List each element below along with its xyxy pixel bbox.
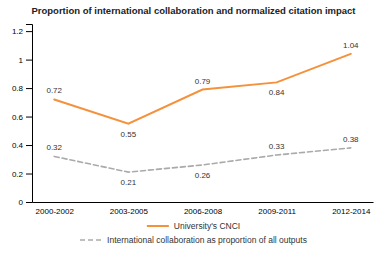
legend-label: University's CNCI — [174, 221, 240, 231]
legend: University's CNCI International collabora… — [80, 221, 307, 245]
legend-label: International collaboration as proportio… — [107, 235, 307, 245]
title: Proportion of international collaboratio… — [31, 5, 356, 16]
tick: 2003-2005 — [110, 207, 149, 216]
tick: 0 — [19, 198, 32, 207]
series-line — [54, 148, 351, 172]
data-label: 0.33 — [269, 142, 285, 151]
tick: 2000-2002 — [36, 207, 75, 216]
tick-mark — [26, 88, 32, 89]
tick-label: 2003-2005 — [110, 207, 149, 216]
tick-label: 0 — [19, 198, 24, 207]
tick: 2006-2008 — [184, 207, 223, 216]
tick-mark — [26, 117, 32, 118]
tick-label: 0.8 — [12, 84, 24, 93]
data-label: 0.26 — [195, 171, 211, 180]
tick-label: 2000-2002 — [36, 207, 75, 216]
tick: 0.6 — [12, 113, 32, 122]
tick-label: 0.4 — [12, 141, 24, 150]
data-label: 0.79 — [195, 77, 211, 86]
legend-item: University's CNCI — [147, 221, 240, 231]
tick: 0.2 — [12, 170, 32, 179]
tick: 0.4 — [12, 141, 32, 150]
tick-mark — [26, 60, 32, 61]
y-axis: 0 0.2 0.4 0.6 0.8 1 1.2 — [12, 25, 33, 208]
tick: 2012-2014 — [332, 207, 371, 216]
x-axis: 2000-2002 2003-2005 2006-2008 2009-2011 2012… — [33, 203, 374, 216]
tick-label: 2009-2011 — [258, 207, 296, 216]
tick-mark — [26, 174, 32, 175]
axis-line — [33, 202, 374, 203]
tick-label: 0.2 — [12, 170, 24, 179]
tick: 2009-2011 — [258, 207, 296, 216]
tick: 0.8 — [12, 84, 32, 93]
legend-item: International collaboration as proportio… — [80, 235, 307, 245]
axis-line — [26, 25, 33, 203]
series-line — [54, 54, 351, 124]
background — [0, 0, 387, 256]
tick-label: 2006-2008 — [184, 207, 223, 216]
tick: 1.2 — [12, 27, 32, 36]
tick-label: 1.2 — [12, 27, 24, 36]
plot-area — [54, 54, 351, 172]
data-label: 0.55 — [121, 130, 137, 139]
tick: 1 — [19, 56, 32, 65]
data-labels: 0.72 0.55 0.79 0.84 1.04 0.32 0.21 0.26 0.33 0.38 — [46, 41, 359, 187]
data-label: 0.32 — [46, 143, 62, 152]
data-label: 0.84 — [269, 88, 285, 97]
legend-swatch — [80, 239, 102, 241]
data-label: 1.04 — [343, 41, 359, 50]
data-label: 0.21 — [121, 178, 137, 187]
legend-swatch — [147, 225, 169, 227]
tick-label: 0.6 — [12, 113, 24, 122]
tick-label: 2012-2014 — [332, 207, 371, 216]
data-label: 0.72 — [46, 86, 62, 95]
chart: Proportion of international collaboratio… — [0, 0, 387, 256]
tick-mark — [26, 31, 32, 32]
tick-label: 1 — [19, 56, 24, 65]
data-label: 0.38 — [343, 135, 359, 144]
tick-mark — [26, 145, 32, 146]
tick-mark — [26, 202, 32, 203]
